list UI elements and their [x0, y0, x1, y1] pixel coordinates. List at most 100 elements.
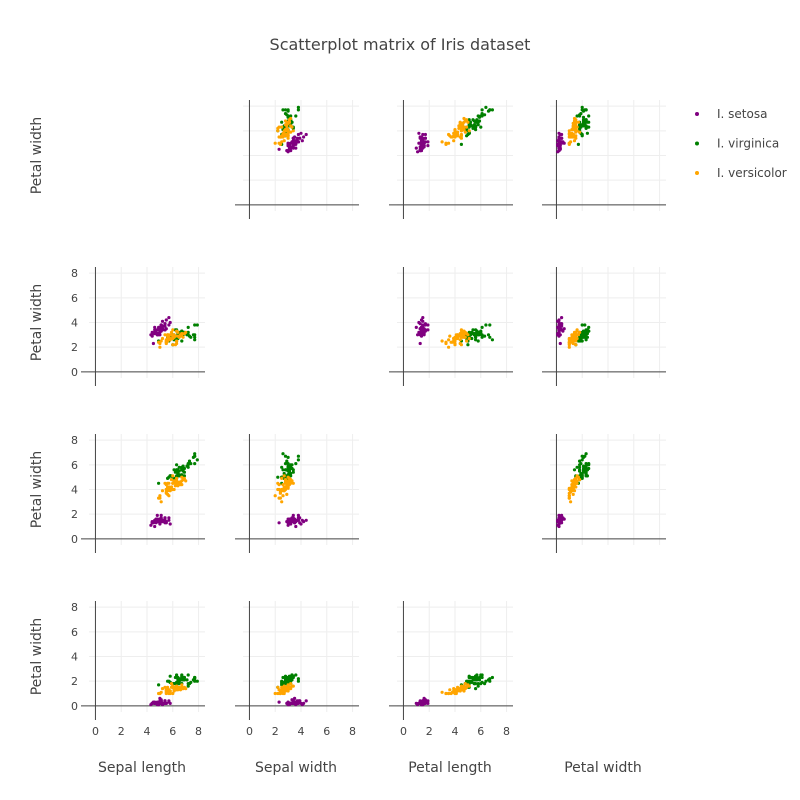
point-ivirginica [283, 677, 288, 681]
point-iversicolor [164, 491, 168, 495]
point-ivirginica [483, 334, 487, 338]
point-isetosa [414, 325, 418, 329]
cell-3-0: 0 2 4 6 8 0 2 4 6 8 [71, 601, 205, 738]
point-isetosa [298, 521, 302, 525]
point-iversicolor [169, 478, 174, 482]
point-isetosa [277, 700, 281, 704]
point-iversicolor [172, 480, 176, 484]
point-ivirginica [294, 462, 298, 466]
point-ivirginica [181, 464, 185, 468]
cell-3-2: 0 2 4 6 8 [389, 601, 513, 738]
point-iversicolor [571, 335, 575, 339]
point-iversicolor [459, 328, 463, 332]
point-iversicolor [574, 120, 578, 124]
point-ivirginica [581, 470, 586, 474]
point-isetosa [422, 140, 426, 144]
point-ivirginica [281, 468, 285, 472]
point-iversicolor [291, 129, 295, 133]
point-ivirginica [584, 333, 588, 337]
point-iversicolor [459, 684, 463, 688]
point-isetosa [286, 149, 290, 153]
point-iversicolor [277, 496, 281, 500]
point-isetosa [419, 701, 424, 706]
point-ivirginica [166, 679, 170, 683]
point-iversicolor [158, 345, 162, 349]
point-ivirginica [296, 105, 300, 109]
point-ivirginica [484, 105, 488, 109]
point-isetosa [162, 518, 166, 522]
point-ivirginica [182, 466, 186, 471]
point-ivirginica [477, 330, 482, 334]
point-iversicolor [167, 335, 171, 339]
y-tick-label: 0 [71, 533, 78, 546]
point-iversicolor [168, 338, 172, 342]
point-ivirginica [180, 678, 184, 682]
point-iversicolor [576, 120, 581, 124]
cell-0-3 [542, 100, 666, 219]
point-iversicolor [567, 132, 571, 137]
y-tick-label: 6 [71, 626, 78, 639]
point-iversicolor [457, 688, 461, 692]
point-iversicolor [175, 329, 179, 333]
point-iversicolor [276, 487, 280, 492]
point-isetosa [426, 144, 430, 148]
point-isetosa [557, 137, 561, 142]
point-isetosa [419, 333, 424, 337]
point-iversicolor [285, 124, 289, 128]
point-iversicolor [281, 483, 285, 487]
point-ivirginica [476, 123, 480, 127]
legend-item[interactable]: I. versicolor [695, 166, 787, 180]
point-ivirginica [193, 323, 197, 327]
point-iversicolor [281, 494, 285, 498]
point-isetosa [304, 132, 308, 137]
point-ivirginica [186, 463, 190, 467]
point-ivirginica [580, 105, 584, 109]
point-ivirginica [173, 675, 177, 680]
point-isetosa [557, 329, 561, 333]
point-ivirginica [584, 464, 588, 468]
point-iversicolor [454, 688, 458, 692]
column-axis-title: Sepal length [98, 760, 186, 776]
point-iversicolor [465, 125, 469, 129]
point-isetosa [426, 328, 430, 332]
point-isetosa [293, 700, 297, 704]
point-ivirginica [475, 329, 479, 333]
point-isetosa [418, 135, 422, 139]
x-tick-label: 8 [349, 725, 356, 738]
column-axis-title: Petal length [408, 760, 492, 776]
cell-1-0: 0 2 4 6 8 [71, 267, 205, 386]
point-iversicolor [440, 140, 444, 144]
legend-item[interactable]: I. setosa [695, 107, 767, 121]
y-tick-label: 6 [71, 459, 78, 472]
point-iversicolor [463, 335, 467, 339]
point-isetosa [153, 328, 157, 332]
point-isetosa [164, 701, 168, 706]
point-isetosa [419, 144, 424, 148]
point-iversicolor [181, 335, 185, 339]
point-iversicolor [463, 130, 467, 134]
point-isetosa [300, 139, 304, 143]
cell-1-3 [542, 267, 666, 386]
point-isetosa [151, 341, 155, 346]
point-ivirginica [583, 468, 587, 472]
point-ivirginica [474, 338, 478, 342]
chart-title: Scatterplot matrix of Iris dataset [270, 35, 531, 54]
point-iversicolor [447, 691, 451, 696]
point-ivirginica [581, 118, 586, 122]
point-iversicolor [164, 691, 168, 696]
point-isetosa [558, 144, 562, 148]
point-ivirginica [283, 454, 288, 458]
point-isetosa [557, 524, 561, 529]
point-iversicolor [466, 333, 470, 337]
point-ivirginica [484, 323, 488, 327]
point-ivirginica [584, 473, 588, 477]
legend-item[interactable]: I. virginica [695, 137, 779, 151]
point-ivirginica [187, 459, 192, 463]
point-isetosa [158, 327, 162, 331]
point-iversicolor [171, 684, 175, 688]
point-iversicolor [574, 343, 578, 347]
point-ivirginica [173, 470, 177, 474]
point-iversicolor [290, 125, 294, 129]
point-isetosa [560, 316, 564, 320]
